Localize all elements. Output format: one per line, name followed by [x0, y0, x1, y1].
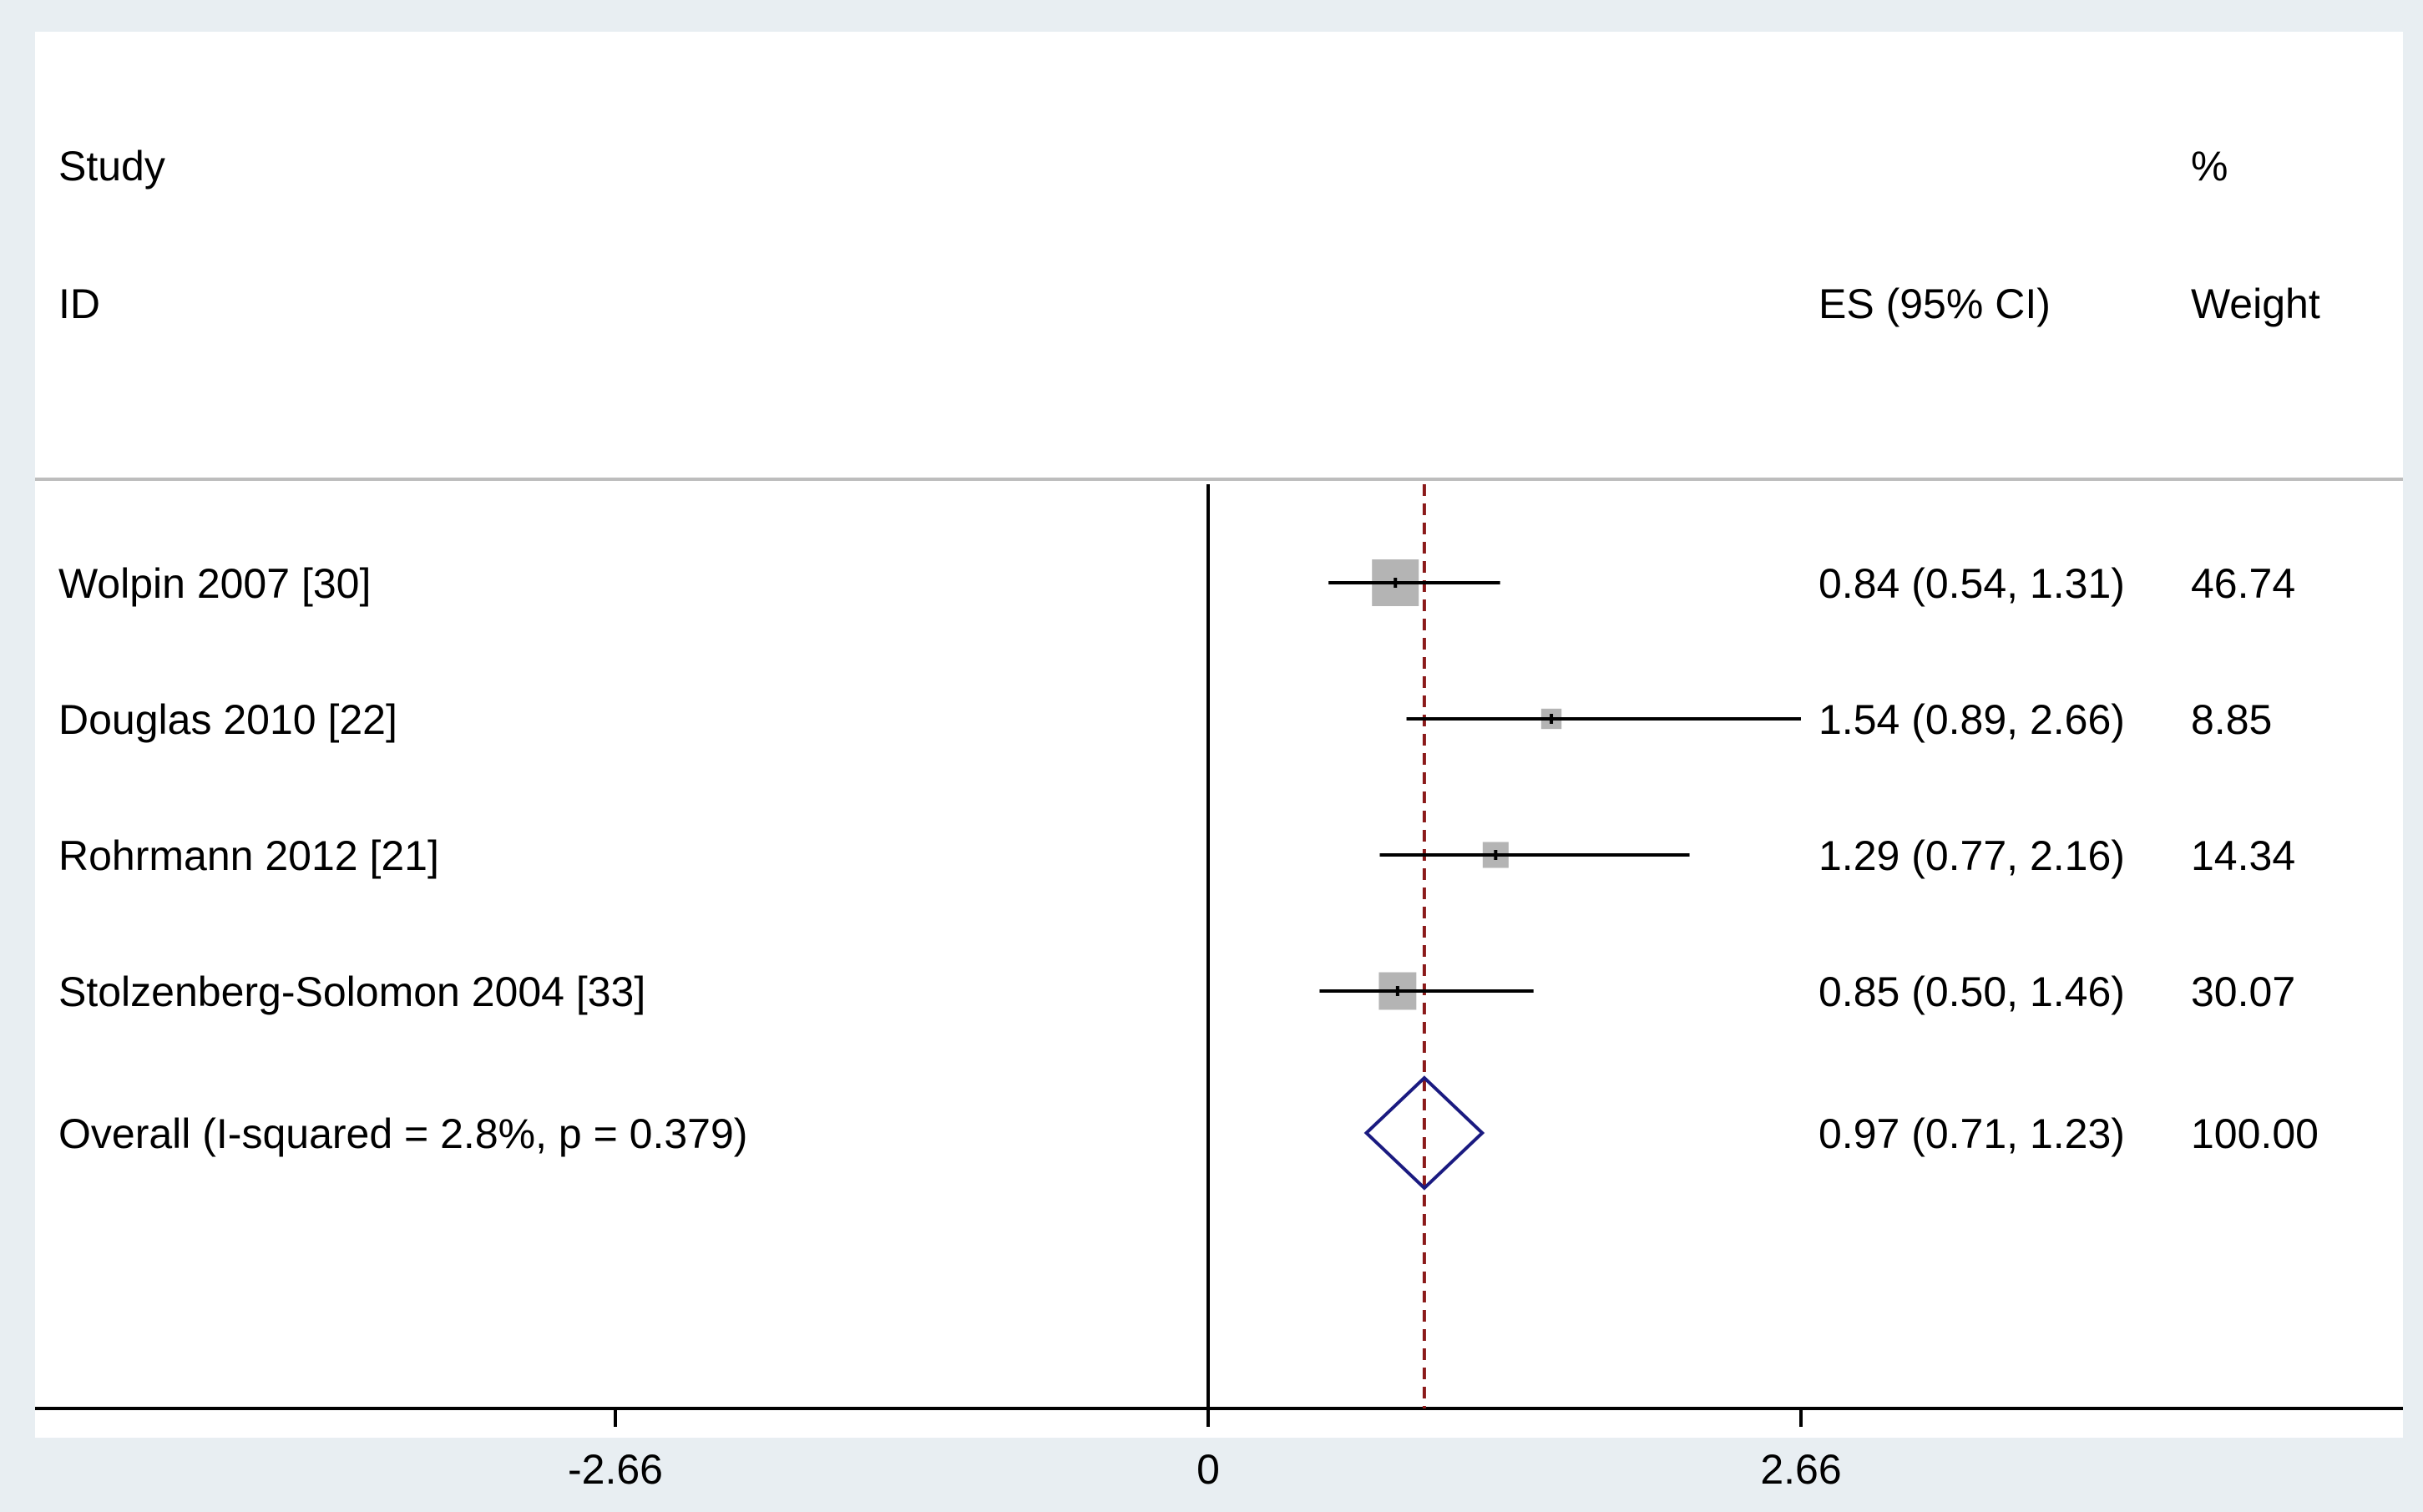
study-weight: 14.34 — [2191, 832, 2295, 879]
header-percent: % — [2191, 143, 2228, 190]
study-es-ci: 1.29 (0.77, 2.16) — [1819, 832, 2125, 879]
overall-es-ci: 0.97 (0.71, 1.23) — [1819, 1110, 2125, 1157]
study-weight: 8.85 — [2191, 696, 2272, 743]
study-label: Douglas 2010 [22] — [58, 696, 397, 743]
study-label: Rohrmann 2012 [21] — [58, 832, 439, 879]
header-id: ID — [58, 281, 100, 327]
header-study: Study — [58, 143, 165, 190]
x-tick-label: 2.66 — [1760, 1446, 1841, 1493]
overall-diamond — [1363, 1075, 1485, 1191]
study-label: Wolpin 2007 [30] — [58, 560, 371, 607]
header-es-ci: ES (95% CI) — [1819, 281, 2051, 327]
plot-panel — [35, 32, 2403, 1438]
chart-layer: Wolpin 2007 [30] 0.84 (0.54, 1.31) 46.74 Do… — [58, 484, 2319, 1493]
study-es-ci: 1.54 (0.89, 2.66) — [1819, 696, 2125, 743]
x-tick-label: 0 — [1196, 1446, 1220, 1493]
study-es-ci: 0.84 (0.54, 1.31) — [1819, 560, 2125, 607]
x-tick-label: -2.66 — [568, 1446, 663, 1493]
study-weight: 46.74 — [2191, 560, 2295, 607]
header-weight: Weight — [2191, 281, 2320, 327]
study-weight: 30.07 — [2191, 968, 2295, 1015]
overall-label: Overall (I-squared = 2.8%, p = 0.379) — [58, 1110, 747, 1157]
study-label: Stolzenberg-Solomon 2004 [33] — [58, 968, 645, 1015]
overall-weight: 100.00 — [2191, 1110, 2319, 1157]
study-es-ci: 0.85 (0.50, 1.46) — [1819, 968, 2125, 1015]
